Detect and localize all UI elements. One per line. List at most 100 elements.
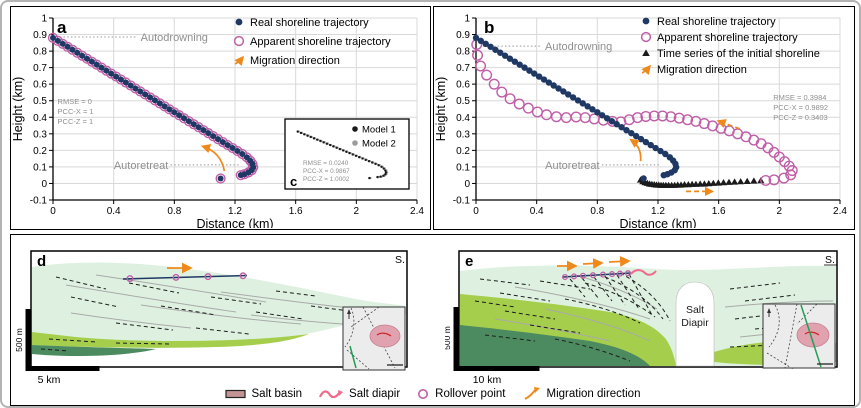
panel-e-scale-bars: 500 m 10 km xyxy=(445,307,540,386)
svg-text:PCC-X = 0.9867: PCC-X = 0.9867 xyxy=(303,168,350,175)
panel-a: 1 0.9 0.8 0.7 0.6 0.5 0.4 0.3 0.2 0.1 0 -0.1 0 0.4 0.8… xyxy=(10,6,431,230)
panel-e-gray-reflectors xyxy=(494,274,834,342)
series-model-1 xyxy=(296,130,388,180)
panel-d-letter: d xyxy=(37,253,46,270)
panel-e-cross-section: Salt Diapir xyxy=(445,250,838,386)
panel-e-letter: e xyxy=(465,253,473,270)
legend-label: Rollover point xyxy=(435,388,506,400)
panel-e-hscale-label: 10 km xyxy=(473,374,502,386)
svg-text:0.3: 0.3 xyxy=(456,129,470,140)
rollover-point xyxy=(616,270,624,277)
svg-text:2: 2 xyxy=(777,206,783,217)
svg-text:PCC-Z = 1.0002: PCC-Z = 1.0002 xyxy=(303,176,350,183)
svg-text:0.7: 0.7 xyxy=(33,63,47,74)
inset-legend: Model 1 Model 2 xyxy=(352,124,396,149)
legend-label: Migration direction xyxy=(546,388,641,400)
svg-text:2.4: 2.4 xyxy=(410,206,424,217)
migration-arrow xyxy=(200,144,226,172)
rollover-point-icon xyxy=(418,389,429,399)
svg-text:0.9: 0.9 xyxy=(456,30,470,41)
svg-text:1.2: 1.2 xyxy=(651,206,665,217)
panel-e-vscale-label: 500 m xyxy=(445,326,452,350)
svg-text:-0.1: -0.1 xyxy=(30,196,48,207)
svg-text:c: c xyxy=(290,174,297,189)
bottom-legend: Salt basin Salt diapir Rollover point Mi… xyxy=(11,386,854,402)
rollover-point xyxy=(589,272,597,279)
legend-migration-direction: Migration direction xyxy=(522,386,641,402)
svg-text:Migration direction: Migration direction xyxy=(657,64,747,76)
svg-text:0: 0 xyxy=(464,179,470,190)
svg-text:2.4: 2.4 xyxy=(833,206,847,217)
svg-text:1.2: 1.2 xyxy=(228,206,242,217)
svg-text:Autoretreat: Autoretreat xyxy=(114,160,168,172)
svg-text:Migration direction: Migration direction xyxy=(250,55,340,67)
annotation-autodrowning: Autodrowning xyxy=(482,41,612,53)
rollover-point xyxy=(204,273,212,281)
panel-e-corner-label: S. xyxy=(825,254,835,266)
svg-text:0.4: 0.4 xyxy=(33,113,47,124)
rollover-point xyxy=(608,271,616,278)
salt-basin-area xyxy=(369,324,401,348)
panel-d-scale-bars: 500 m 5 km xyxy=(14,309,100,386)
svg-text:PCC-X = 1: PCC-X = 1 xyxy=(58,107,94,116)
svg-text:0.8: 0.8 xyxy=(167,206,181,217)
rollover-point xyxy=(599,271,607,278)
north-arrow-icon xyxy=(767,308,771,313)
rollover-point xyxy=(561,273,569,281)
svg-text:0.5: 0.5 xyxy=(33,96,47,107)
svg-text:0.4: 0.4 xyxy=(456,113,470,124)
annotation-autoretreat: Autoretreat xyxy=(545,160,662,172)
svg-text:a: a xyxy=(57,18,67,37)
svg-text:0: 0 xyxy=(41,179,47,190)
migration-arrow xyxy=(716,119,741,130)
svg-text:1.6: 1.6 xyxy=(712,206,726,217)
svg-text:2: 2 xyxy=(354,206,360,217)
legend-salt-diapir: Salt diapir xyxy=(318,387,400,401)
svg-text:0: 0 xyxy=(473,206,479,217)
rollover-point xyxy=(126,275,134,283)
svg-text:1.6: 1.6 xyxy=(289,206,303,217)
panel-a-chart: 10.90.80.70.60.50.40.30.20.10-0.10 0.4 0.8… xyxy=(11,14,424,229)
svg-text:Autodrowning: Autodrowning xyxy=(545,41,612,53)
chart-legend: Real shoreline trajectory Apparent shorel… xyxy=(640,16,820,76)
panel-d-vscale-label: 500 m xyxy=(14,328,24,352)
svg-text:PCC-Z = 0.3403: PCC-Z = 0.3403 xyxy=(773,113,827,122)
migration-arrow xyxy=(582,258,604,269)
migration-arrow xyxy=(629,138,642,162)
panel-b: 1 0.9 0.8 0.7 0.6 0.5 0.4 0.3 0.2 0.1 0 -0.1 0 0.4 0.8… xyxy=(433,6,855,230)
axes: 10.90.80.70.60.50.40.30.20.10-0.10 0.4 0.8… xyxy=(11,14,424,229)
svg-text:Model 2: Model 2 xyxy=(362,138,396,149)
rollover-point xyxy=(579,272,587,279)
salt-basin-area xyxy=(796,322,830,348)
svg-text:Apparent shoreline trajectory: Apparent shoreline trajectory xyxy=(657,32,798,44)
rollover-point xyxy=(172,273,180,281)
salt-basin-swatch-icon xyxy=(224,389,246,399)
panel-d-cross-section: 500 m 5 km d S. xyxy=(14,250,408,386)
svg-text:0.7: 0.7 xyxy=(456,63,470,74)
svg-text:b: b xyxy=(484,18,494,37)
axes: 10.90.80.70.60.50.40.30.20.10-0.10 0.4 0.8… xyxy=(434,14,847,229)
svg-text:0.4: 0.4 xyxy=(530,206,544,217)
legend-label: Salt diapir xyxy=(349,388,401,400)
annotation-autodrowning: Autodrowning xyxy=(59,32,208,44)
svg-text:0: 0 xyxy=(50,206,56,217)
svg-text:0.6: 0.6 xyxy=(456,80,470,91)
svg-text:Apparent shoreline trajectory: Apparent shoreline trajectory xyxy=(250,36,391,48)
rollover-point xyxy=(239,272,247,280)
svg-text:0.1: 0.1 xyxy=(33,162,47,173)
svg-text:Autodrowning: Autodrowning xyxy=(141,32,208,44)
chart-legend: Real shoreline trajectory Apparent shorel… xyxy=(233,17,391,67)
svg-text:0.5: 0.5 xyxy=(456,96,470,107)
svg-text:PCC-Z = 1: PCC-Z = 1 xyxy=(58,117,94,126)
svg-text:-0.1: -0.1 xyxy=(453,196,471,207)
svg-text:0.6: 0.6 xyxy=(33,80,47,91)
migration-direction-icon xyxy=(524,387,540,400)
svg-text:0.3: 0.3 xyxy=(33,129,47,140)
migration-arrow xyxy=(608,256,631,267)
salt-diapir-label-1: Salt xyxy=(686,304,704,316)
svg-text:RMSE = 0: RMSE = 0 xyxy=(58,97,92,106)
svg-text:0.8: 0.8 xyxy=(590,206,604,217)
